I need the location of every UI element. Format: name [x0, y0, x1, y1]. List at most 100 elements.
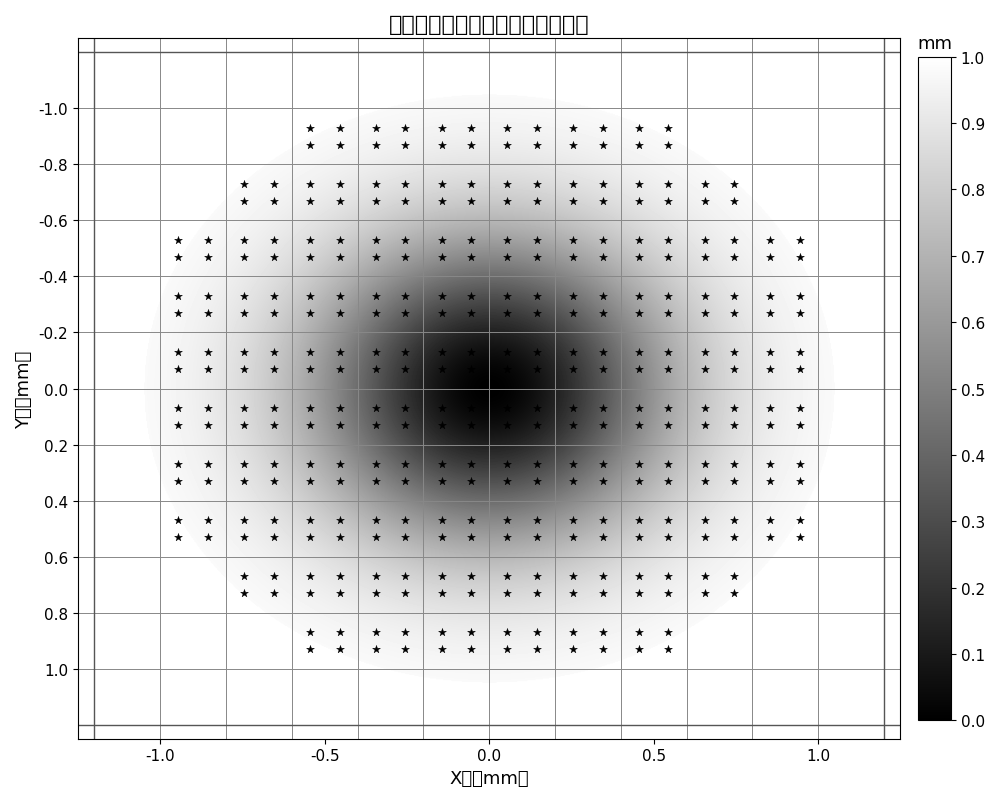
Point — [499, 458, 515, 471]
Point — [200, 458, 216, 471]
Point — [463, 514, 479, 527]
Point — [332, 363, 348, 376]
Point — [397, 587, 413, 600]
Point — [726, 531, 742, 544]
Point — [529, 514, 545, 527]
X-axis label: X轴（mm）: X轴（mm） — [449, 769, 529, 787]
Point — [529, 403, 545, 415]
Point — [762, 251, 778, 264]
Point — [332, 403, 348, 415]
Point — [660, 531, 676, 544]
Point — [368, 178, 384, 191]
Point — [565, 475, 581, 488]
Point — [170, 251, 186, 264]
Point — [236, 178, 252, 191]
Point — [499, 514, 515, 527]
Point — [631, 195, 647, 208]
Point — [595, 307, 611, 320]
Point — [529, 475, 545, 488]
Point — [726, 475, 742, 488]
Point — [236, 363, 252, 376]
Point — [565, 234, 581, 247]
Point — [200, 251, 216, 264]
Point — [397, 234, 413, 247]
Point — [397, 475, 413, 488]
Point — [726, 178, 742, 191]
Point — [595, 234, 611, 247]
Point — [368, 346, 384, 359]
Point — [302, 587, 318, 600]
Point — [660, 307, 676, 320]
Point — [595, 403, 611, 415]
Point — [266, 403, 282, 415]
Point — [302, 178, 318, 191]
Point — [236, 514, 252, 527]
Point — [660, 514, 676, 527]
Point — [726, 346, 742, 359]
Point — [499, 363, 515, 376]
Point — [697, 363, 713, 376]
Point — [499, 570, 515, 583]
Point — [631, 403, 647, 415]
Point — [302, 123, 318, 136]
Point — [170, 419, 186, 431]
Point — [529, 178, 545, 191]
Point — [368, 251, 384, 264]
Point — [595, 458, 611, 471]
Point — [529, 363, 545, 376]
Point — [368, 514, 384, 527]
Point — [332, 234, 348, 247]
Point — [266, 178, 282, 191]
Point — [595, 251, 611, 264]
Point — [266, 195, 282, 208]
Point — [434, 643, 450, 656]
Point — [631, 458, 647, 471]
Y-axis label: Y轴（mm）: Y轴（mm） — [15, 350, 33, 428]
Point — [463, 587, 479, 600]
Point — [529, 195, 545, 208]
Point — [529, 643, 545, 656]
Point — [499, 419, 515, 431]
Point — [595, 195, 611, 208]
Point — [499, 140, 515, 152]
Point — [368, 570, 384, 583]
Point — [565, 570, 581, 583]
Point — [660, 234, 676, 247]
Point — [332, 458, 348, 471]
Point — [200, 234, 216, 247]
Point — [565, 195, 581, 208]
Point — [499, 178, 515, 191]
Point — [762, 290, 778, 303]
Point — [332, 587, 348, 600]
Point — [565, 346, 581, 359]
Point — [762, 234, 778, 247]
Point — [565, 626, 581, 639]
Point — [697, 531, 713, 544]
Point — [631, 251, 647, 264]
Point — [368, 587, 384, 600]
Point — [529, 123, 545, 136]
Point — [565, 363, 581, 376]
Point — [397, 458, 413, 471]
Point — [499, 587, 515, 600]
Point — [302, 234, 318, 247]
Point — [529, 570, 545, 583]
Point — [697, 514, 713, 527]
Point — [463, 234, 479, 247]
Point — [499, 195, 515, 208]
Point — [434, 140, 450, 152]
Point — [434, 531, 450, 544]
Point — [332, 346, 348, 359]
Point — [499, 123, 515, 136]
Point — [332, 419, 348, 431]
Point — [762, 475, 778, 488]
Point — [792, 363, 808, 376]
Point — [236, 234, 252, 247]
Point — [302, 363, 318, 376]
Point — [792, 290, 808, 303]
Point — [631, 587, 647, 600]
Point — [397, 346, 413, 359]
Point — [332, 251, 348, 264]
Point — [697, 290, 713, 303]
Point — [302, 475, 318, 488]
